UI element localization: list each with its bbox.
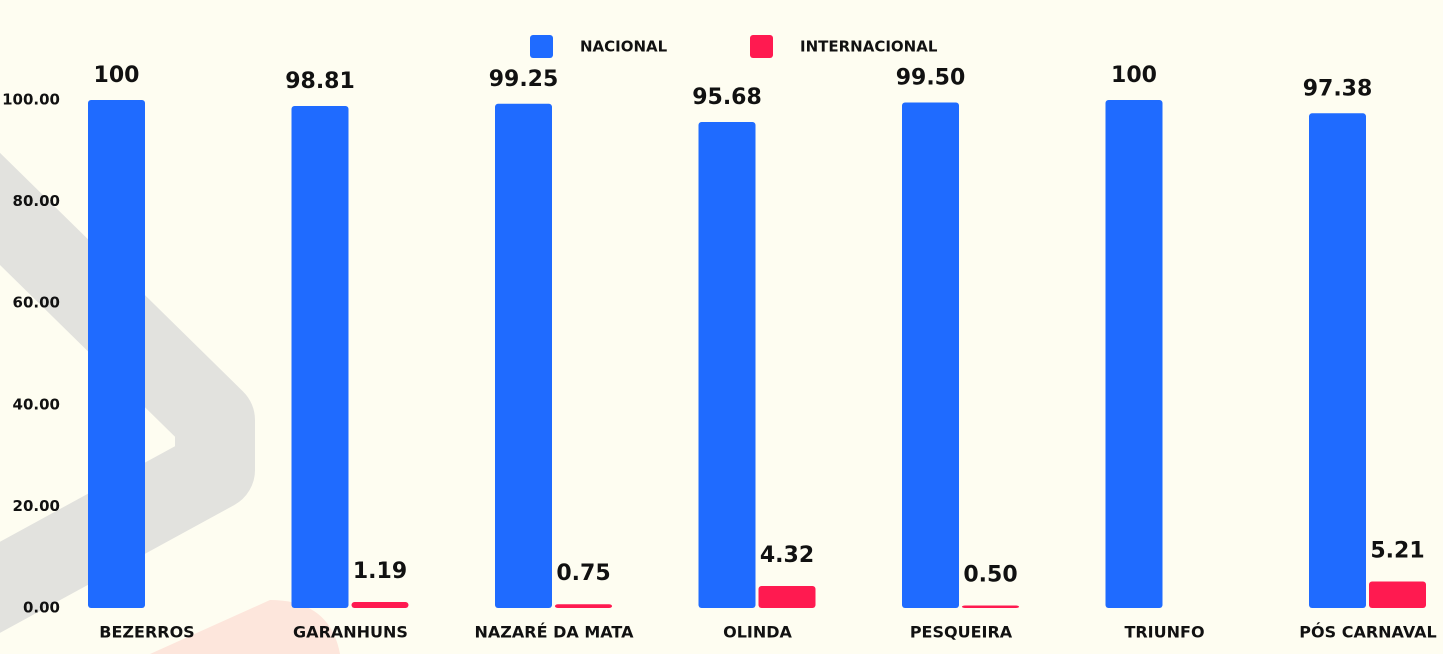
bar [351,601,409,608]
y-tick-label: 80.00 [13,192,60,210]
bar [1105,100,1163,608]
data-label: 0.50 [963,562,1017,587]
decor-band [0,152,255,633]
data-label: 95.68 [692,85,762,110]
bar [1309,113,1366,608]
data-label: 1.19 [353,559,407,584]
x-tick-label: BEZERROS [99,623,194,642]
y-tick-label: 40.00 [13,395,60,413]
bar [495,103,552,608]
x-tick-label: PÓS CARNAVAL [1299,623,1436,642]
x-tick-label: NAZARÉ DA MATA [475,623,635,642]
bar [1369,581,1426,608]
bar [88,100,145,608]
x-tick-label: PESQUEIRA [910,623,1013,642]
legend-swatch [530,35,553,58]
data-label: 4.32 [760,543,814,568]
y-tick-label: 100.00 [2,91,60,109]
data-label: 5.21 [1370,539,1424,564]
y-tick-label: 0.00 [23,599,60,617]
data-label: 100 [94,63,140,88]
legend-label: INTERNACIONAL [800,38,938,56]
bar [962,605,1019,608]
background-decoration [0,152,340,654]
data-label: 97.38 [1303,76,1373,101]
decor-shape [150,600,340,654]
x-tick-label: OLINDA [723,623,792,642]
y-tick-label: 20.00 [13,497,60,515]
bar [291,106,349,608]
legend-swatch [750,35,773,58]
data-label: 100 [1111,63,1157,88]
bar [902,102,959,608]
bar [698,121,756,608]
data-label: 99.50 [896,66,966,91]
y-tick-label: 60.00 [13,294,60,312]
legend-label: NACIONAL [580,38,668,56]
bar [758,586,816,608]
x-tick-label: TRIUNFO [1124,623,1204,642]
data-label: 99.25 [489,67,559,92]
bar [555,604,612,608]
data-label: 0.75 [556,561,610,586]
x-tick-label: GARANHUNS [293,623,408,642]
data-label: 98.81 [285,69,355,94]
